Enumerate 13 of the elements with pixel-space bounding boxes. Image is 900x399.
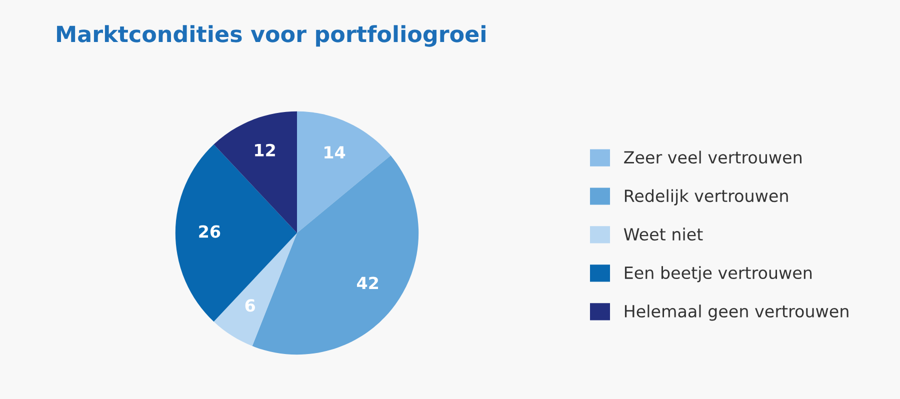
data-label: 42 — [356, 276, 378, 290]
legend-label: Redelijk vertrouwen — [624, 189, 788, 206]
data-label: 12 — [255, 144, 275, 156]
legend-label: Helemaal geen vertrouwen — [624, 304, 848, 321]
legend-label: Zeer veel vertrouwen — [624, 150, 802, 164]
legend-label: Een beetje vertrouwen — [624, 266, 812, 282]
pie-slice — [297, 111, 391, 233]
chart-title: Marktcondities voor portfoliogroei — [57, 25, 486, 47]
pie-slice — [175, 144, 297, 322]
data-label: 26 — [199, 225, 220, 238]
legend-label: Weet niet — [624, 228, 703, 241]
data-label: 14 — [324, 146, 346, 158]
data-label: 6 — [245, 299, 255, 312]
